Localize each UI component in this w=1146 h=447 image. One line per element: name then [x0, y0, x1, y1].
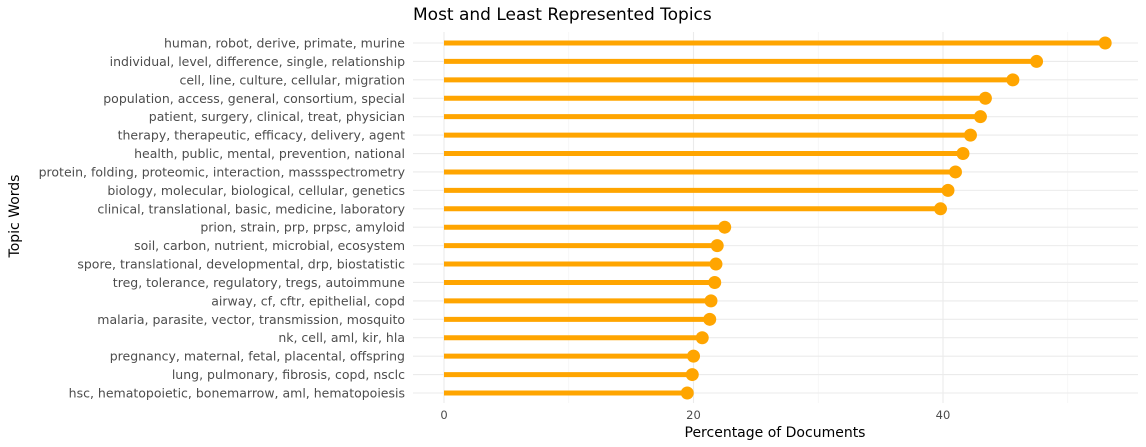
lollipop-point	[956, 147, 970, 161]
lollipop-point	[1098, 36, 1112, 50]
x-tick-label: 20	[686, 408, 701, 422]
y-tick-label: malaria, parasite, vector, transmission,…	[97, 312, 405, 327]
lollipop-point	[948, 165, 962, 179]
y-tick-label: population, access, general, consortium,…	[103, 91, 405, 106]
x-tick-label: 40	[936, 408, 951, 422]
lollipop-point	[704, 294, 718, 308]
lollipop-point	[710, 239, 724, 253]
y-tick-label: lung, pulmonary, fibrosis, copd, nsclc	[172, 367, 405, 382]
y-tick-label: spore, translational, developmental, drp…	[77, 257, 405, 272]
y-tick-label: individual, level, difference, single, r…	[110, 54, 405, 69]
x-axis-tick-labels: 0 20 40	[440, 408, 950, 422]
lollipop-point	[978, 91, 992, 105]
lollipop-point	[685, 368, 699, 382]
lollipop-point	[680, 386, 694, 400]
y-tick-label: clinical, translational, basic, medicine…	[97, 201, 405, 216]
x-tick-label: 0	[440, 408, 447, 422]
lollipop-marks	[444, 36, 1112, 400]
y-tick-label: human, robot, derive, primate, murine	[164, 36, 405, 51]
y-tick-label: prion, strain, prp, prpsc, amyloid	[200, 220, 405, 235]
y-tick-label: treg, tolerance, regulatory, tregs, auto…	[113, 275, 406, 290]
y-tick-label: cell, line, culture, cellular, migration	[179, 72, 405, 87]
lollipop-point	[941, 183, 955, 197]
lollipop-point	[718, 220, 732, 234]
chart-title: Most and Least Represented Topics	[413, 5, 712, 25]
y-tick-label: soil, carbon, nutrient, microbial, ecosy…	[134, 238, 405, 253]
y-axis-title: Topic Words	[7, 175, 23, 259]
y-tick-label: nk, cell, aml, kir, hla	[278, 330, 405, 345]
lollipop-point	[708, 275, 722, 289]
y-tick-label: hsc, hematopoietic, bonemarrow, aml, hem…	[69, 386, 405, 401]
lollipop-point	[709, 257, 723, 271]
y-tick-label: biology, molecular, biological, cellular…	[107, 183, 405, 198]
lollipop-point	[695, 331, 709, 345]
y-tick-label: pregnancy, maternal, fetal, placental, o…	[110, 349, 405, 364]
lollipop-point	[703, 312, 717, 326]
y-tick-label: patient, surgery, clinical, treat, physi…	[149, 109, 405, 124]
x-axis-title: Percentage of Documents	[685, 425, 866, 441]
lollipop-point	[1030, 54, 1044, 68]
lollipop-point	[934, 202, 948, 216]
lollipop-point	[687, 349, 700, 363]
y-axis-tick-labels: human, robot, derive, primate, murine ind…	[39, 36, 406, 401]
lollipop-point	[1006, 73, 1020, 87]
y-tick-label: airway, cf, cftr, epithelial, copd	[211, 293, 405, 308]
grid-lines	[413, 32, 1138, 403]
lollipop-point	[963, 128, 977, 142]
y-tick-label: protein, folding, proteomic, interaction…	[39, 164, 406, 179]
lollipop-point	[973, 110, 987, 124]
y-tick-label: health, public, mental, prevention, nati…	[134, 146, 405, 161]
y-tick-label: therapy, therapeutic, efficacy, delivery…	[118, 128, 406, 143]
